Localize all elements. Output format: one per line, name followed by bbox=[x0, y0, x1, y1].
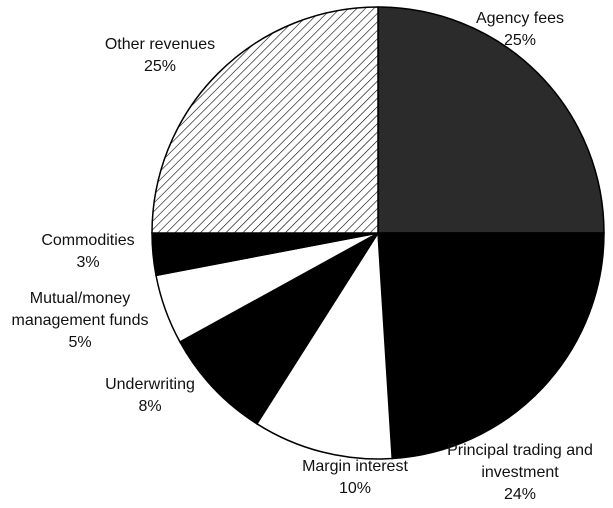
value-label: 25% bbox=[503, 32, 537, 49]
value-label: 3% bbox=[76, 254, 100, 271]
pie-slice bbox=[255, 230, 393, 460]
slice-label: Mutual/money management funds 5% bbox=[5, 288, 155, 354]
category-name: Other revenues bbox=[104, 36, 216, 53]
pie-slice bbox=[151, 6, 379, 234]
pie-slice bbox=[178, 232, 379, 425]
pie-slice bbox=[377, 6, 605, 234]
value-label: 5% bbox=[68, 334, 92, 351]
category-name: Margin interest bbox=[302, 458, 408, 475]
category-name: Commodities bbox=[41, 232, 135, 249]
category-name: Underwriting bbox=[105, 376, 195, 393]
value-label: 8% bbox=[138, 398, 162, 415]
value-label: 10% bbox=[338, 480, 372, 497]
category-name: Agency fees bbox=[475, 10, 565, 27]
value-label: 24% bbox=[503, 486, 537, 503]
value-label: 25% bbox=[143, 58, 177, 75]
slice-label: Principal trading and investment 24% bbox=[435, 440, 605, 506]
slice-label: Agency fees 25% bbox=[455, 8, 585, 52]
slice-label: Other revenues 25% bbox=[80, 34, 240, 78]
slice-label: Commodities 3% bbox=[23, 230, 153, 274]
slice-label: Underwriting 8% bbox=[80, 374, 220, 418]
category-name: Mutual/money management funds bbox=[11, 290, 149, 329]
slice-label: Margin interest 10% bbox=[270, 456, 440, 500]
category-name: Principal trading and investment bbox=[447, 442, 593, 481]
pie-slice bbox=[377, 232, 605, 460]
